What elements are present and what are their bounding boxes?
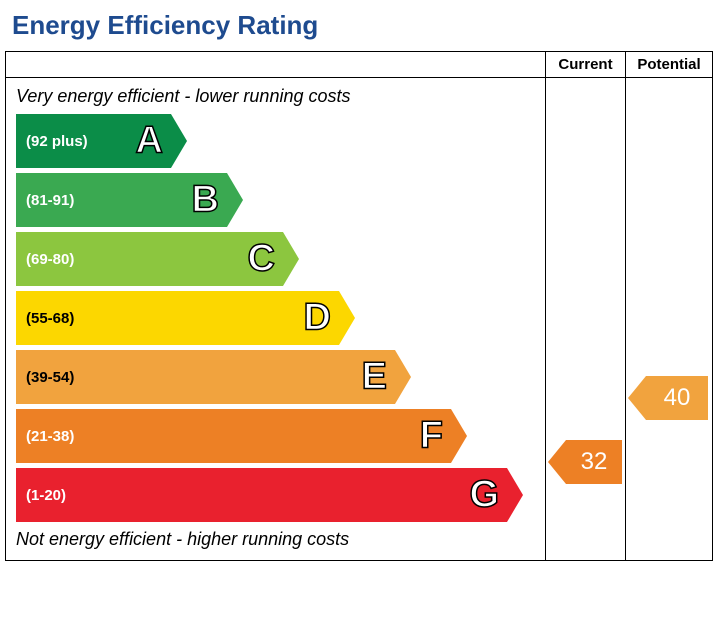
current-column: 32 (546, 78, 626, 560)
rating-band-f: (21-38) F (16, 409, 545, 463)
current-value: 32 (566, 440, 622, 484)
band-bar: (55-68) D (16, 291, 339, 345)
rating-band-a: (92 plus) A (16, 114, 545, 168)
band-bar: (69-80) C (16, 232, 283, 286)
chart-content-row: Very energy efficient - lower running co… (6, 78, 712, 560)
rating-band-g: (1-20) G (16, 468, 545, 522)
inefficient-label: Not energy efficient - higher running co… (6, 527, 545, 552)
band-arrow-icon (227, 173, 243, 227)
efficient-label: Very energy efficient - lower running co… (6, 84, 545, 109)
band-letter: C (248, 238, 275, 281)
rating-band-c: (69-80) C (16, 232, 545, 286)
band-arrow-icon (507, 468, 523, 522)
column-header-row: Current Potential (6, 52, 712, 78)
rating-band-b: (81-91) B (16, 173, 545, 227)
current-arrow-icon (548, 440, 566, 484)
band-letter: A (136, 120, 163, 163)
band-bar: (21-38) F (16, 409, 451, 463)
band-arrow-icon (283, 232, 299, 286)
band-range-label: (39-54) (16, 369, 74, 386)
band-range-label: (55-68) (16, 310, 74, 327)
band-arrow-icon (395, 350, 411, 404)
band-letter: G (469, 474, 499, 517)
band-letter: D (304, 297, 331, 340)
rating-band-d: (55-68) D (16, 291, 545, 345)
bars-header-spacer (6, 52, 546, 77)
band-range-label: (81-91) (16, 192, 74, 209)
band-arrow-icon (339, 291, 355, 345)
epc-chart: Current Potential Very energy efficient … (5, 51, 713, 561)
potential-value: 40 (646, 376, 708, 420)
band-range-label: (92 plus) (16, 133, 88, 150)
current-marker: 32 (548, 440, 622, 484)
bands-area: Very energy efficient - lower running co… (6, 78, 546, 560)
potential-column: 40 (626, 78, 712, 560)
page-title: Energy Efficiency Rating (0, 0, 718, 51)
band-range-label: (1-20) (16, 487, 66, 504)
band-arrow-icon (451, 409, 467, 463)
potential-arrow-icon (628, 376, 646, 420)
current-column-header: Current (546, 52, 626, 77)
band-letter: E (362, 356, 387, 399)
band-bar: (92 plus) A (16, 114, 171, 168)
rating-band-e: (39-54) E (16, 350, 545, 404)
potential-column-header: Potential (626, 52, 712, 77)
band-letter: F (420, 415, 443, 458)
band-range-label: (21-38) (16, 428, 74, 445)
band-range-label: (69-80) (16, 251, 74, 268)
band-bar: (81-91) B (16, 173, 227, 227)
band-letter: B (192, 179, 219, 222)
potential-marker: 40 (628, 376, 708, 420)
band-bar: (1-20) G (16, 468, 507, 522)
band-arrow-icon (171, 114, 187, 168)
band-bar: (39-54) E (16, 350, 395, 404)
